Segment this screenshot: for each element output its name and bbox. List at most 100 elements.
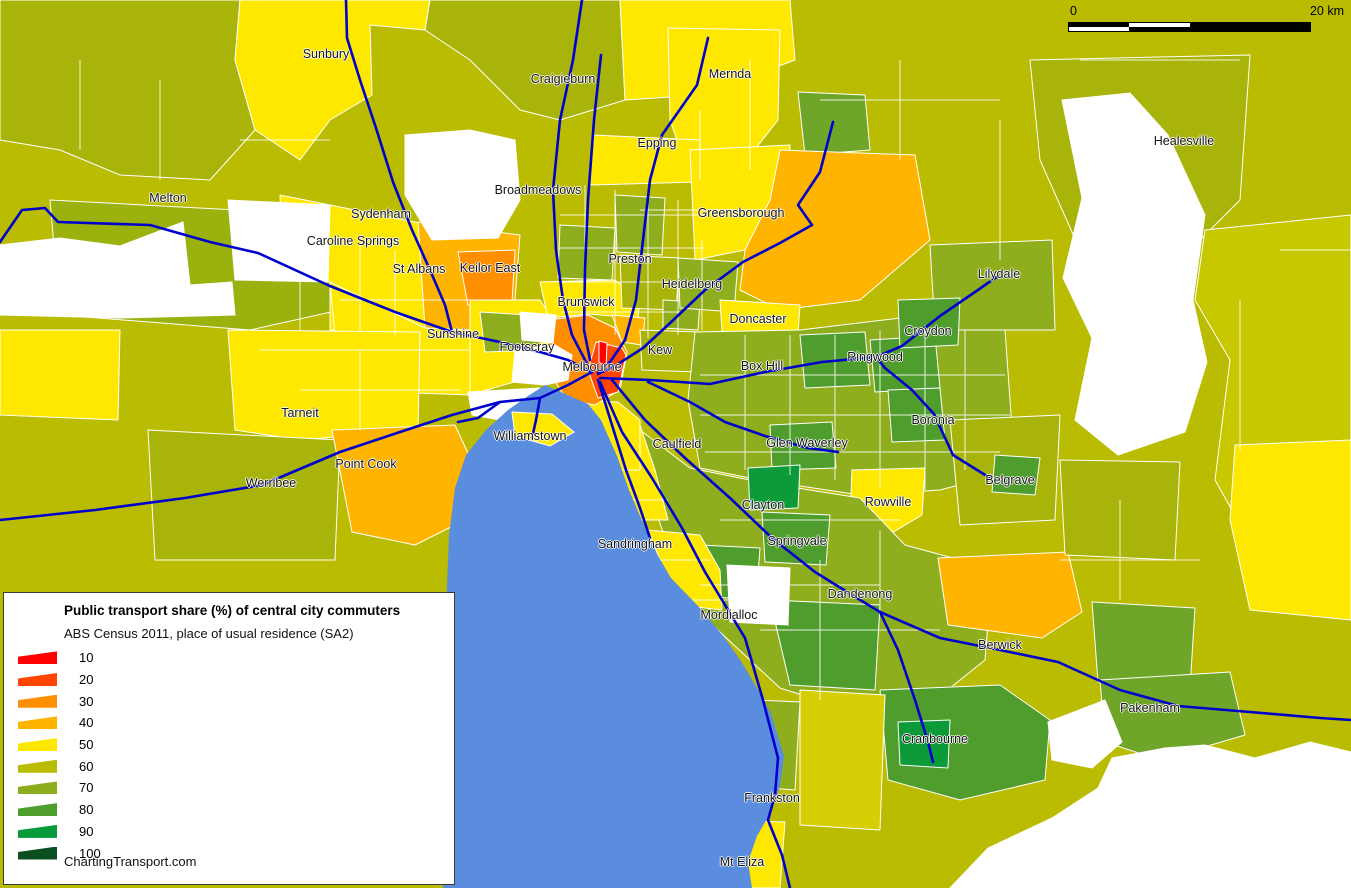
scale-bar-labels: 0 20 km <box>1068 4 1348 19</box>
legend-swatch-30 <box>18 694 57 708</box>
scale-bar-graphic <box>1068 22 1311 32</box>
map-label-glen-waverley: Glen Waverley <box>766 436 848 450</box>
map-label-springvale: Springvale <box>767 534 827 548</box>
rail-hurstbridge-line <box>596 120 835 376</box>
map-label-st-albans: St Albans <box>392 262 446 276</box>
map-label-box-hill: Box Hill <box>740 359 784 373</box>
rail-ballarat-line <box>0 206 454 334</box>
legend-value-100: 100 <box>79 845 101 861</box>
rail-glen-waverley-line <box>646 380 840 454</box>
map-label-greensborough: Greensborough <box>697 206 785 220</box>
map-label-epping: Epping <box>637 136 677 150</box>
legend-row: 60 <box>18 755 101 777</box>
map-label-lilydale: Lilydale <box>977 267 1021 281</box>
map-label-kew: Kew <box>647 343 673 357</box>
map-label-tarneit: Tarneit <box>281 406 319 420</box>
legend-row: 30 <box>18 690 101 712</box>
map-label-craigieburn: Craigieburn <box>530 72 596 86</box>
rail-cranbourne-line <box>878 610 935 764</box>
legend-row: 90 <box>18 821 101 843</box>
rail-frankston-line <box>598 380 792 888</box>
legend-value-70: 70 <box>79 780 94 796</box>
map-label-broadmeadows: Broadmeadows <box>494 183 582 197</box>
legend-row: 20 <box>18 669 101 691</box>
map-label-caulfield: Caulfield <box>652 437 702 451</box>
legend-row: 40 <box>18 712 101 734</box>
legend-swatch-10 <box>18 651 57 665</box>
map-label-point-cook: Point Cook <box>335 457 397 471</box>
map-label-williamstown: Williamstown <box>493 429 567 443</box>
map-label-footscray: Footscray <box>499 340 555 354</box>
legend-value-50: 50 <box>79 737 94 753</box>
map-label-rowville: Rowville <box>864 495 912 509</box>
rail-werribee-line <box>0 370 594 522</box>
map-label-preston: Preston <box>608 252 652 266</box>
legend-value-40: 40 <box>79 715 94 731</box>
map-label-heidelberg: Heidelberg <box>661 277 723 291</box>
map-label-melbourne: Melbourne <box>562 360 622 374</box>
map-label-mernda: Mernda <box>708 67 752 81</box>
legend-swatch-70 <box>18 781 57 795</box>
map-label-sunbury: Sunbury <box>302 47 350 61</box>
map-label-ringwood: Ringwood <box>847 350 903 364</box>
scale-bar: 0 20 km <box>1068 4 1348 32</box>
rail-mernda-line <box>596 36 710 374</box>
map-label-mordialloc: Mordialloc <box>700 608 758 622</box>
legend-swatch-40 <box>18 716 57 730</box>
williamstown-peninsula <box>511 411 575 447</box>
legend-value-10: 10 <box>79 650 94 666</box>
map-label-werribee: Werribee <box>245 476 297 490</box>
map-label-sunshine: Sunshine <box>426 327 480 341</box>
map-label-croydon: Croydon <box>904 324 952 338</box>
no-data-areas <box>0 92 1351 888</box>
map-label-melton: Melton <box>149 191 187 205</box>
map-label-sydenham: Sydenham <box>351 207 411 221</box>
map-label-pakenham: Pakenham <box>1120 701 1180 715</box>
legend-value-20: 20 <box>79 672 94 688</box>
legend-value-80: 80 <box>79 802 94 818</box>
map-label-cranbourne: Cranbourne <box>901 732 969 746</box>
map-label-berwick: Berwick <box>978 638 1022 652</box>
legend-swatch-80 <box>18 803 57 817</box>
map-label-healesville: Healesville <box>1153 134 1215 148</box>
map-label-doncaster: Doncaster <box>729 312 787 326</box>
rail-lilydale-line <box>874 274 1000 359</box>
rail-upfield-line <box>582 53 603 362</box>
legend-swatch-50 <box>18 738 57 752</box>
scale-bar-max-label: 20 km <box>1309 4 1344 18</box>
legend-swatch-20 <box>18 673 57 687</box>
map-label-brunswick: Brunswick <box>557 295 615 309</box>
legend-swatch-100 <box>18 846 57 860</box>
map-label-dandenong: Dandenong <box>827 587 893 601</box>
legend-title: Public transport share (%) of central ci… <box>64 603 401 618</box>
rail-belgrave-line <box>874 355 992 480</box>
map-label-belgrave: Belgrave <box>985 473 1035 487</box>
scale-bar-zero-label: 0 <box>1070 4 1077 18</box>
legend-row: 70 <box>18 777 101 799</box>
legend-box: Public transport share (%) of central ci… <box>3 592 455 885</box>
rail-craigieburn-line <box>551 0 594 374</box>
map-label-caroline-springs: Caroline Springs <box>306 234 400 248</box>
legend-value-60: 60 <box>79 758 94 774</box>
legend-entries: 10 20 30 40 50 60 70 80 90 100 <box>18 647 101 864</box>
map-label-sandringham: Sandringham <box>597 537 673 551</box>
legend-subtitle: ABS Census 2011, place of usual residenc… <box>64 626 354 641</box>
rail-sandringham-line <box>596 378 652 540</box>
legend-swatch-90 <box>18 824 57 838</box>
map-label-keilor-east: Keilor East <box>459 261 521 275</box>
legend-row: 100 <box>18 842 101 864</box>
water-port-phillip-bay <box>443 385 784 888</box>
rail-sunbury-line <box>344 0 594 374</box>
legend-value-90: 90 <box>79 823 94 839</box>
legend-value-30: 30 <box>79 693 94 709</box>
legend-attribution: ChartingTransport.com <box>64 854 197 869</box>
legend-row: 10 <box>18 647 101 669</box>
rail-dandenong-line <box>610 378 882 614</box>
legend-row: 80 <box>18 799 101 821</box>
rail-altona-loop <box>456 400 502 424</box>
map-label-frankston: Frankston <box>744 791 800 805</box>
